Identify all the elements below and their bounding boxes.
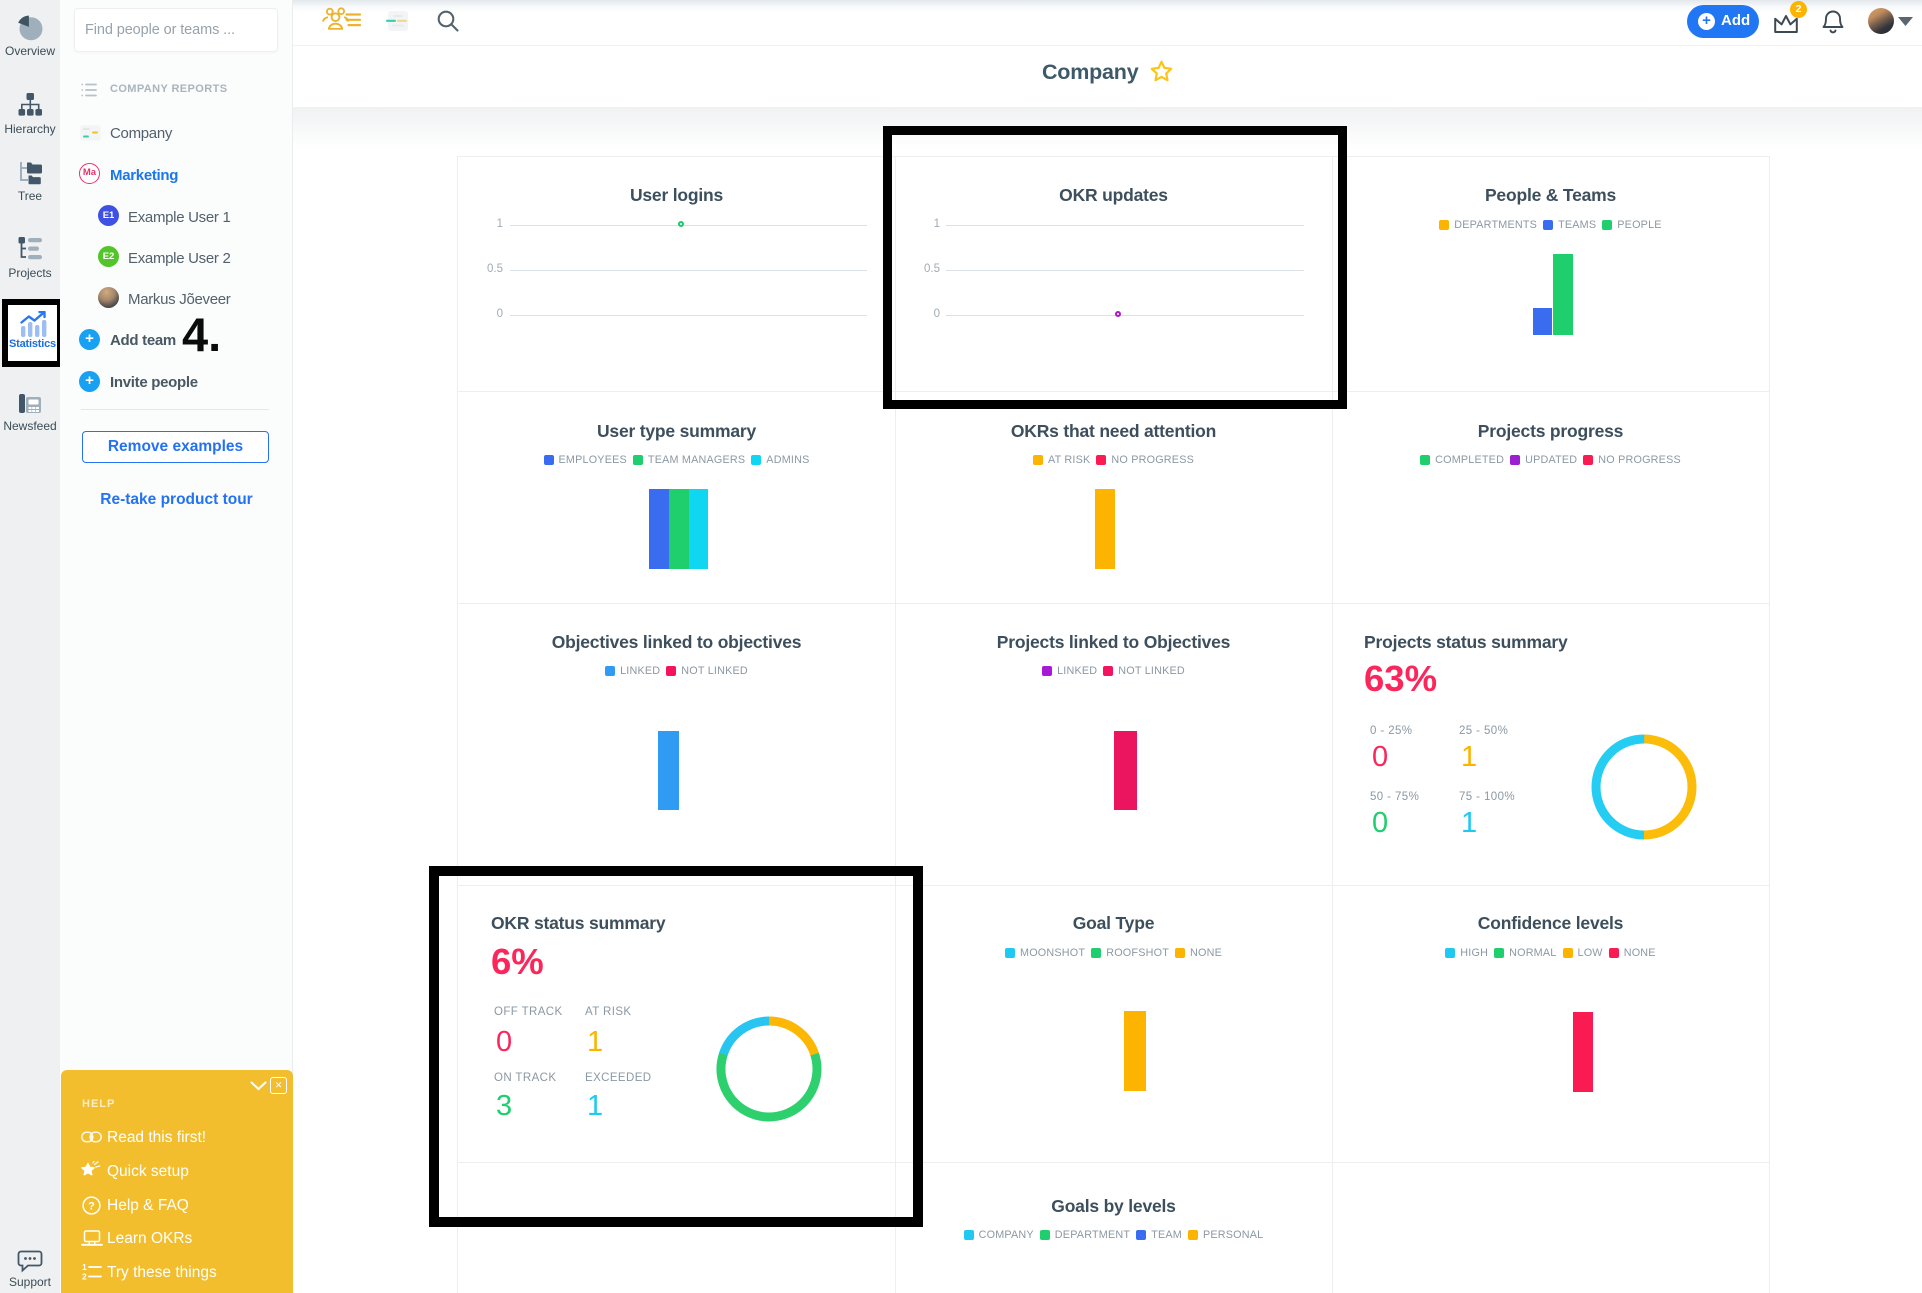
svg-text:2: 2 <box>82 1272 87 1281</box>
svg-text:?: ? <box>88 1201 95 1213</box>
svg-text:1: 1 <box>82 1263 87 1272</box>
